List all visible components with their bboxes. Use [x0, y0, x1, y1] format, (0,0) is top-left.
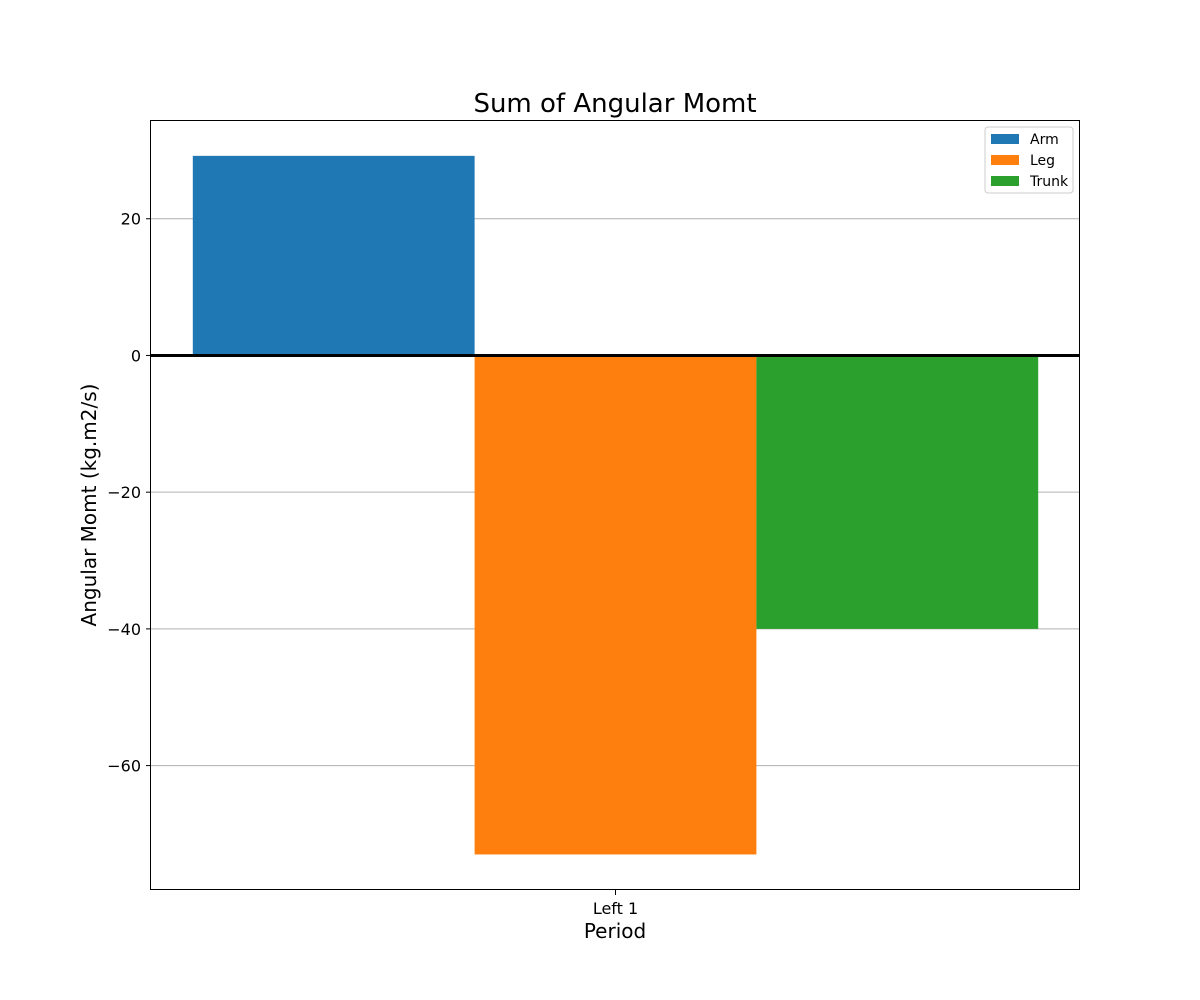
y-axis-label: Angular Momt (kg.m2/s): [77, 384, 101, 627]
y-tick-label: 0: [131, 346, 141, 365]
x-axis-ticks: Left 1: [593, 890, 638, 918]
bar-arm: [192, 155, 475, 356]
bars: [192, 155, 1039, 855]
y-tick-label: −60: [107, 757, 141, 776]
y-tick-label: 20: [121, 210, 141, 229]
x-axis-label: Period: [584, 919, 646, 943]
y-axis-ticks: 20 0 −20 −40 −60: [107, 210, 151, 776]
legend-swatch-arm: [991, 134, 1019, 144]
y-tick-label: −20: [107, 483, 141, 502]
x-tick-label: Left 1: [593, 899, 638, 918]
plot-frame: [150, 120, 1080, 890]
y-tick-label: −40: [107, 620, 141, 639]
legend-swatch-trunk: [991, 176, 1019, 186]
bar-trunk: [756, 355, 1039, 629]
legend: Arm Leg Trunk: [984, 126, 1074, 194]
legend-label-leg: Leg: [1030, 153, 1055, 169]
legend-swatch-leg: [991, 155, 1019, 165]
chart-title: Sum of Angular Momt: [473, 89, 756, 119]
legend-label-arm: Arm: [1030, 132, 1059, 148]
bar-leg: [474, 355, 757, 855]
legend-label-trunk: Trunk: [1029, 174, 1069, 190]
